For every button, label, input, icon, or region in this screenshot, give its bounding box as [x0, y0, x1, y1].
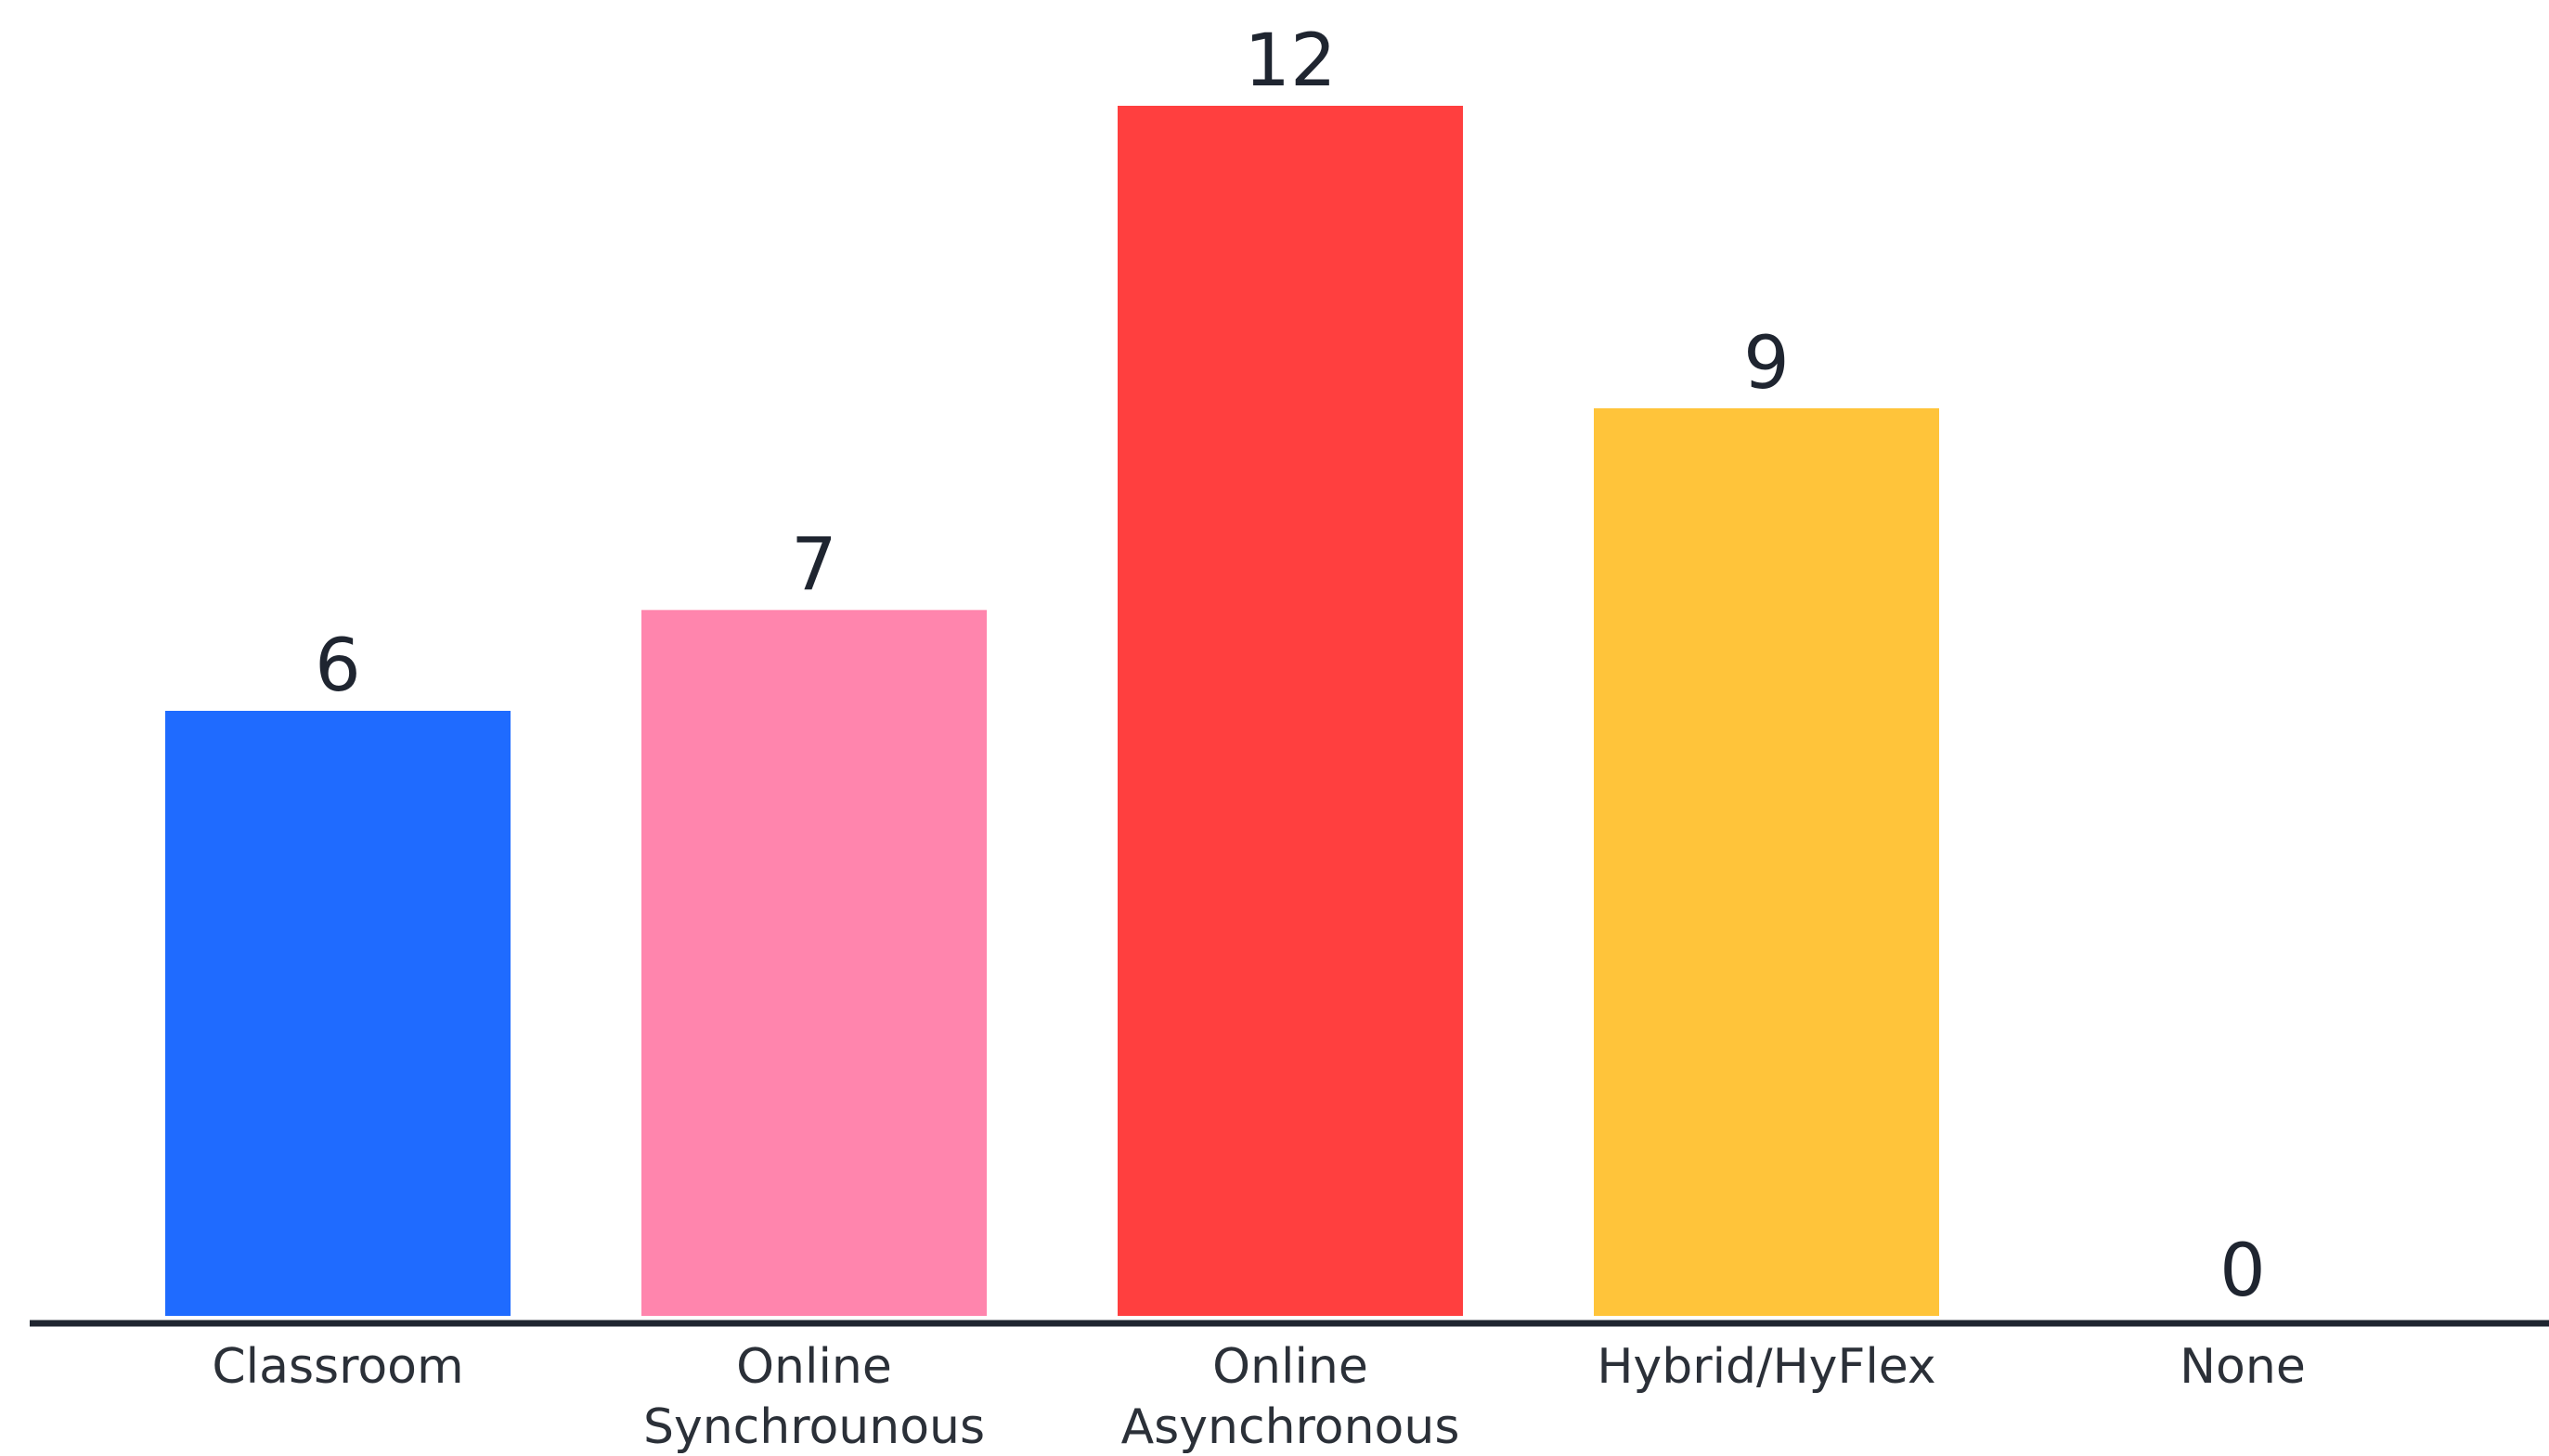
bar-online-asynchronous [1118, 106, 1463, 1316]
bar-hybrid-hyflex [1594, 408, 1939, 1316]
value-label-classroom: 6 [315, 625, 361, 708]
category-label-online-asynchronous: Online Asynchronous [1121, 1339, 1460, 1455]
category-label-hybrid-hyflex: Hybrid/HyFlex [1597, 1339, 1935, 1395]
category-label-line: None [2180, 1339, 2306, 1395]
category-label-line: Classroom [212, 1339, 463, 1395]
bars-layer [165, 106, 1939, 1316]
category-label-online-synchrounous: Online Synchrounous [643, 1339, 985, 1455]
category-label-classroom: Classroom [212, 1339, 463, 1395]
category-label-none: None [2180, 1339, 2306, 1395]
category-label-line: Online [736, 1339, 892, 1395]
value-labels-layer: 6 7 12 9 0 [315, 19, 2266, 1313]
category-label-line: Synchrounous [643, 1399, 985, 1455]
bar-classroom [165, 711, 511, 1316]
category-label-line: Online [1212, 1339, 1368, 1395]
value-label-online-synchrounous: 7 [791, 523, 837, 607]
value-label-online-asynchronous: 12 [1244, 19, 1336, 103]
category-label-line: Hybrid/HyFlex [1597, 1339, 1935, 1395]
category-label-line: Asynchronous [1121, 1399, 1460, 1455]
value-label-none: 0 [2219, 1230, 2266, 1313]
value-label-hybrid-hyflex: 9 [1743, 322, 1790, 406]
bar-online-synchrounous [641, 610, 987, 1316]
